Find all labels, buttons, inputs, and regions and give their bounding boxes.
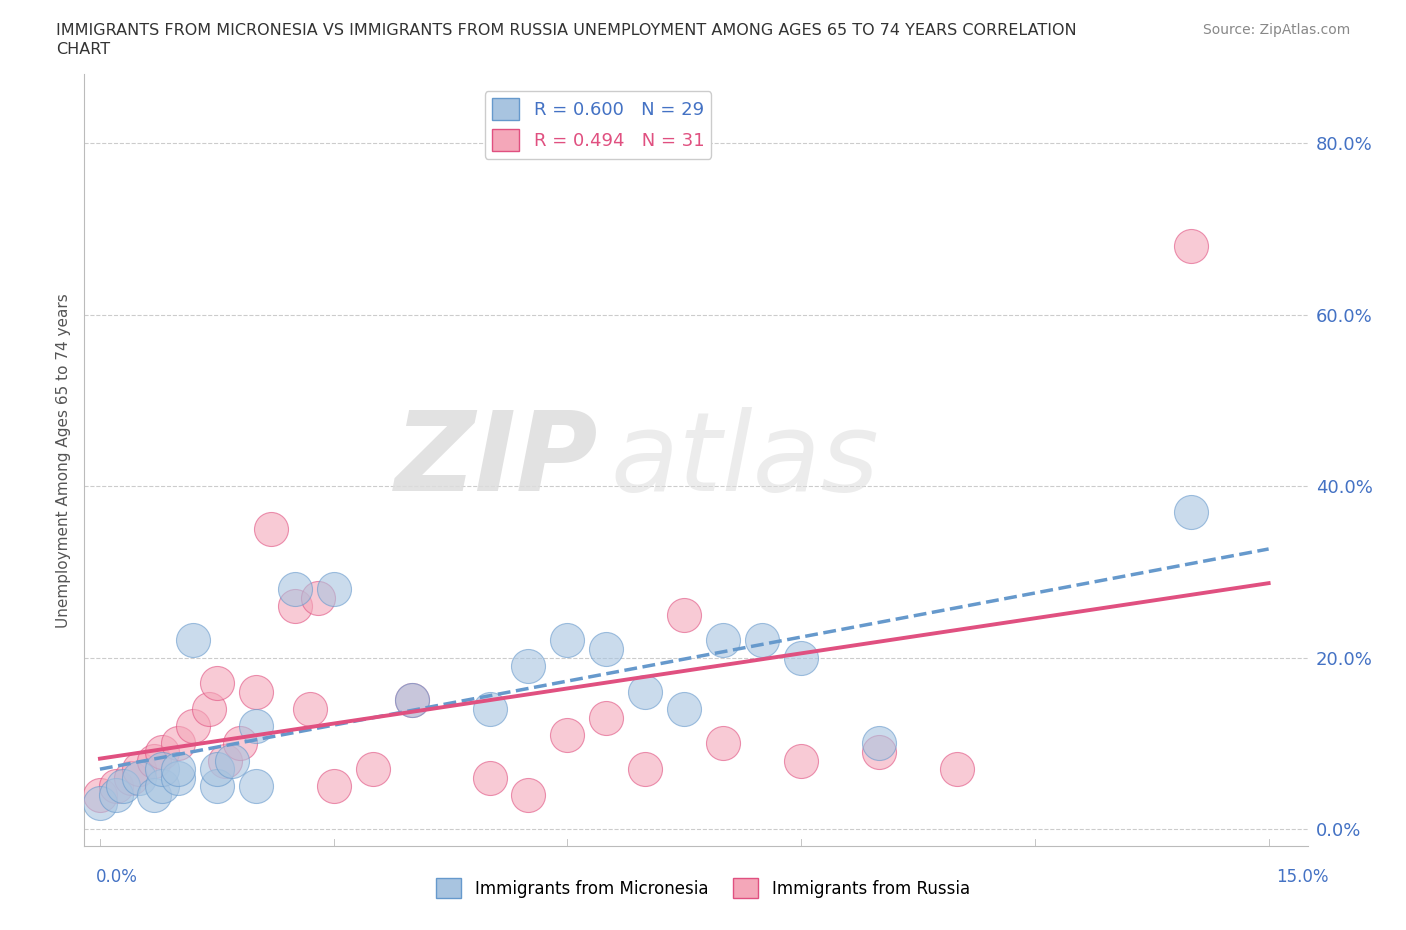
- Point: [401, 693, 423, 708]
- Point: [299, 701, 322, 716]
- Point: [143, 788, 166, 803]
- Point: [1180, 504, 1202, 519]
- Point: [401, 693, 423, 708]
- Point: [673, 701, 696, 716]
- Point: [205, 676, 228, 691]
- Legend: R = 0.600   N = 29, R = 0.494   N = 31: R = 0.600 N = 29, R = 0.494 N = 31: [485, 91, 711, 159]
- Text: IMMIGRANTS FROM MICRONESIA VS IMMIGRANTS FROM RUSSIA UNEMPLOYMENT AMONG AGES 65 : IMMIGRANTS FROM MICRONESIA VS IMMIGRANTS…: [56, 23, 1077, 38]
- Text: CHART: CHART: [56, 42, 110, 57]
- Text: atlas: atlas: [610, 406, 879, 514]
- Point: [868, 745, 890, 760]
- Point: [120, 770, 142, 785]
- Point: [790, 753, 813, 768]
- Point: [205, 778, 228, 793]
- Point: [322, 778, 344, 793]
- Text: 15.0%: 15.0%: [1277, 868, 1329, 885]
- Point: [166, 762, 188, 777]
- Point: [112, 778, 135, 793]
- Point: [166, 736, 188, 751]
- Point: [361, 762, 384, 777]
- Point: [634, 762, 657, 777]
- Point: [711, 633, 734, 648]
- Point: [478, 701, 501, 716]
- Point: [284, 581, 307, 596]
- Point: [205, 762, 228, 777]
- Point: [183, 719, 205, 734]
- Point: [557, 633, 579, 648]
- Point: [245, 719, 267, 734]
- Point: [104, 778, 127, 793]
- Point: [284, 599, 307, 614]
- Point: [478, 770, 501, 785]
- Point: [711, 736, 734, 751]
- Point: [517, 788, 540, 803]
- Point: [89, 788, 111, 803]
- Point: [260, 522, 283, 537]
- Point: [790, 650, 813, 665]
- Point: [214, 753, 236, 768]
- Point: [183, 633, 205, 648]
- Legend: Immigrants from Micronesia, Immigrants from Russia: Immigrants from Micronesia, Immigrants f…: [430, 871, 976, 905]
- Point: [166, 770, 188, 785]
- Point: [143, 753, 166, 768]
- Point: [150, 745, 173, 760]
- Point: [198, 701, 221, 716]
- Point: [1180, 238, 1202, 253]
- Point: [245, 684, 267, 699]
- Point: [946, 762, 969, 777]
- Point: [634, 684, 657, 699]
- Point: [89, 796, 111, 811]
- Point: [307, 591, 329, 605]
- Point: [595, 711, 617, 725]
- Point: [150, 762, 173, 777]
- Point: [595, 642, 617, 657]
- Text: ZIP: ZIP: [395, 406, 598, 514]
- Text: Source: ZipAtlas.com: Source: ZipAtlas.com: [1202, 23, 1350, 37]
- Point: [128, 762, 150, 777]
- Point: [229, 736, 252, 751]
- Point: [150, 778, 173, 793]
- Text: 0.0%: 0.0%: [96, 868, 138, 885]
- Point: [673, 607, 696, 622]
- Y-axis label: Unemployment Among Ages 65 to 74 years: Unemployment Among Ages 65 to 74 years: [56, 293, 72, 628]
- Point: [751, 633, 773, 648]
- Point: [128, 770, 150, 785]
- Point: [868, 736, 890, 751]
- Point: [517, 658, 540, 673]
- Point: [557, 727, 579, 742]
- Point: [221, 753, 243, 768]
- Point: [245, 778, 267, 793]
- Point: [322, 581, 344, 596]
- Point: [104, 788, 127, 803]
